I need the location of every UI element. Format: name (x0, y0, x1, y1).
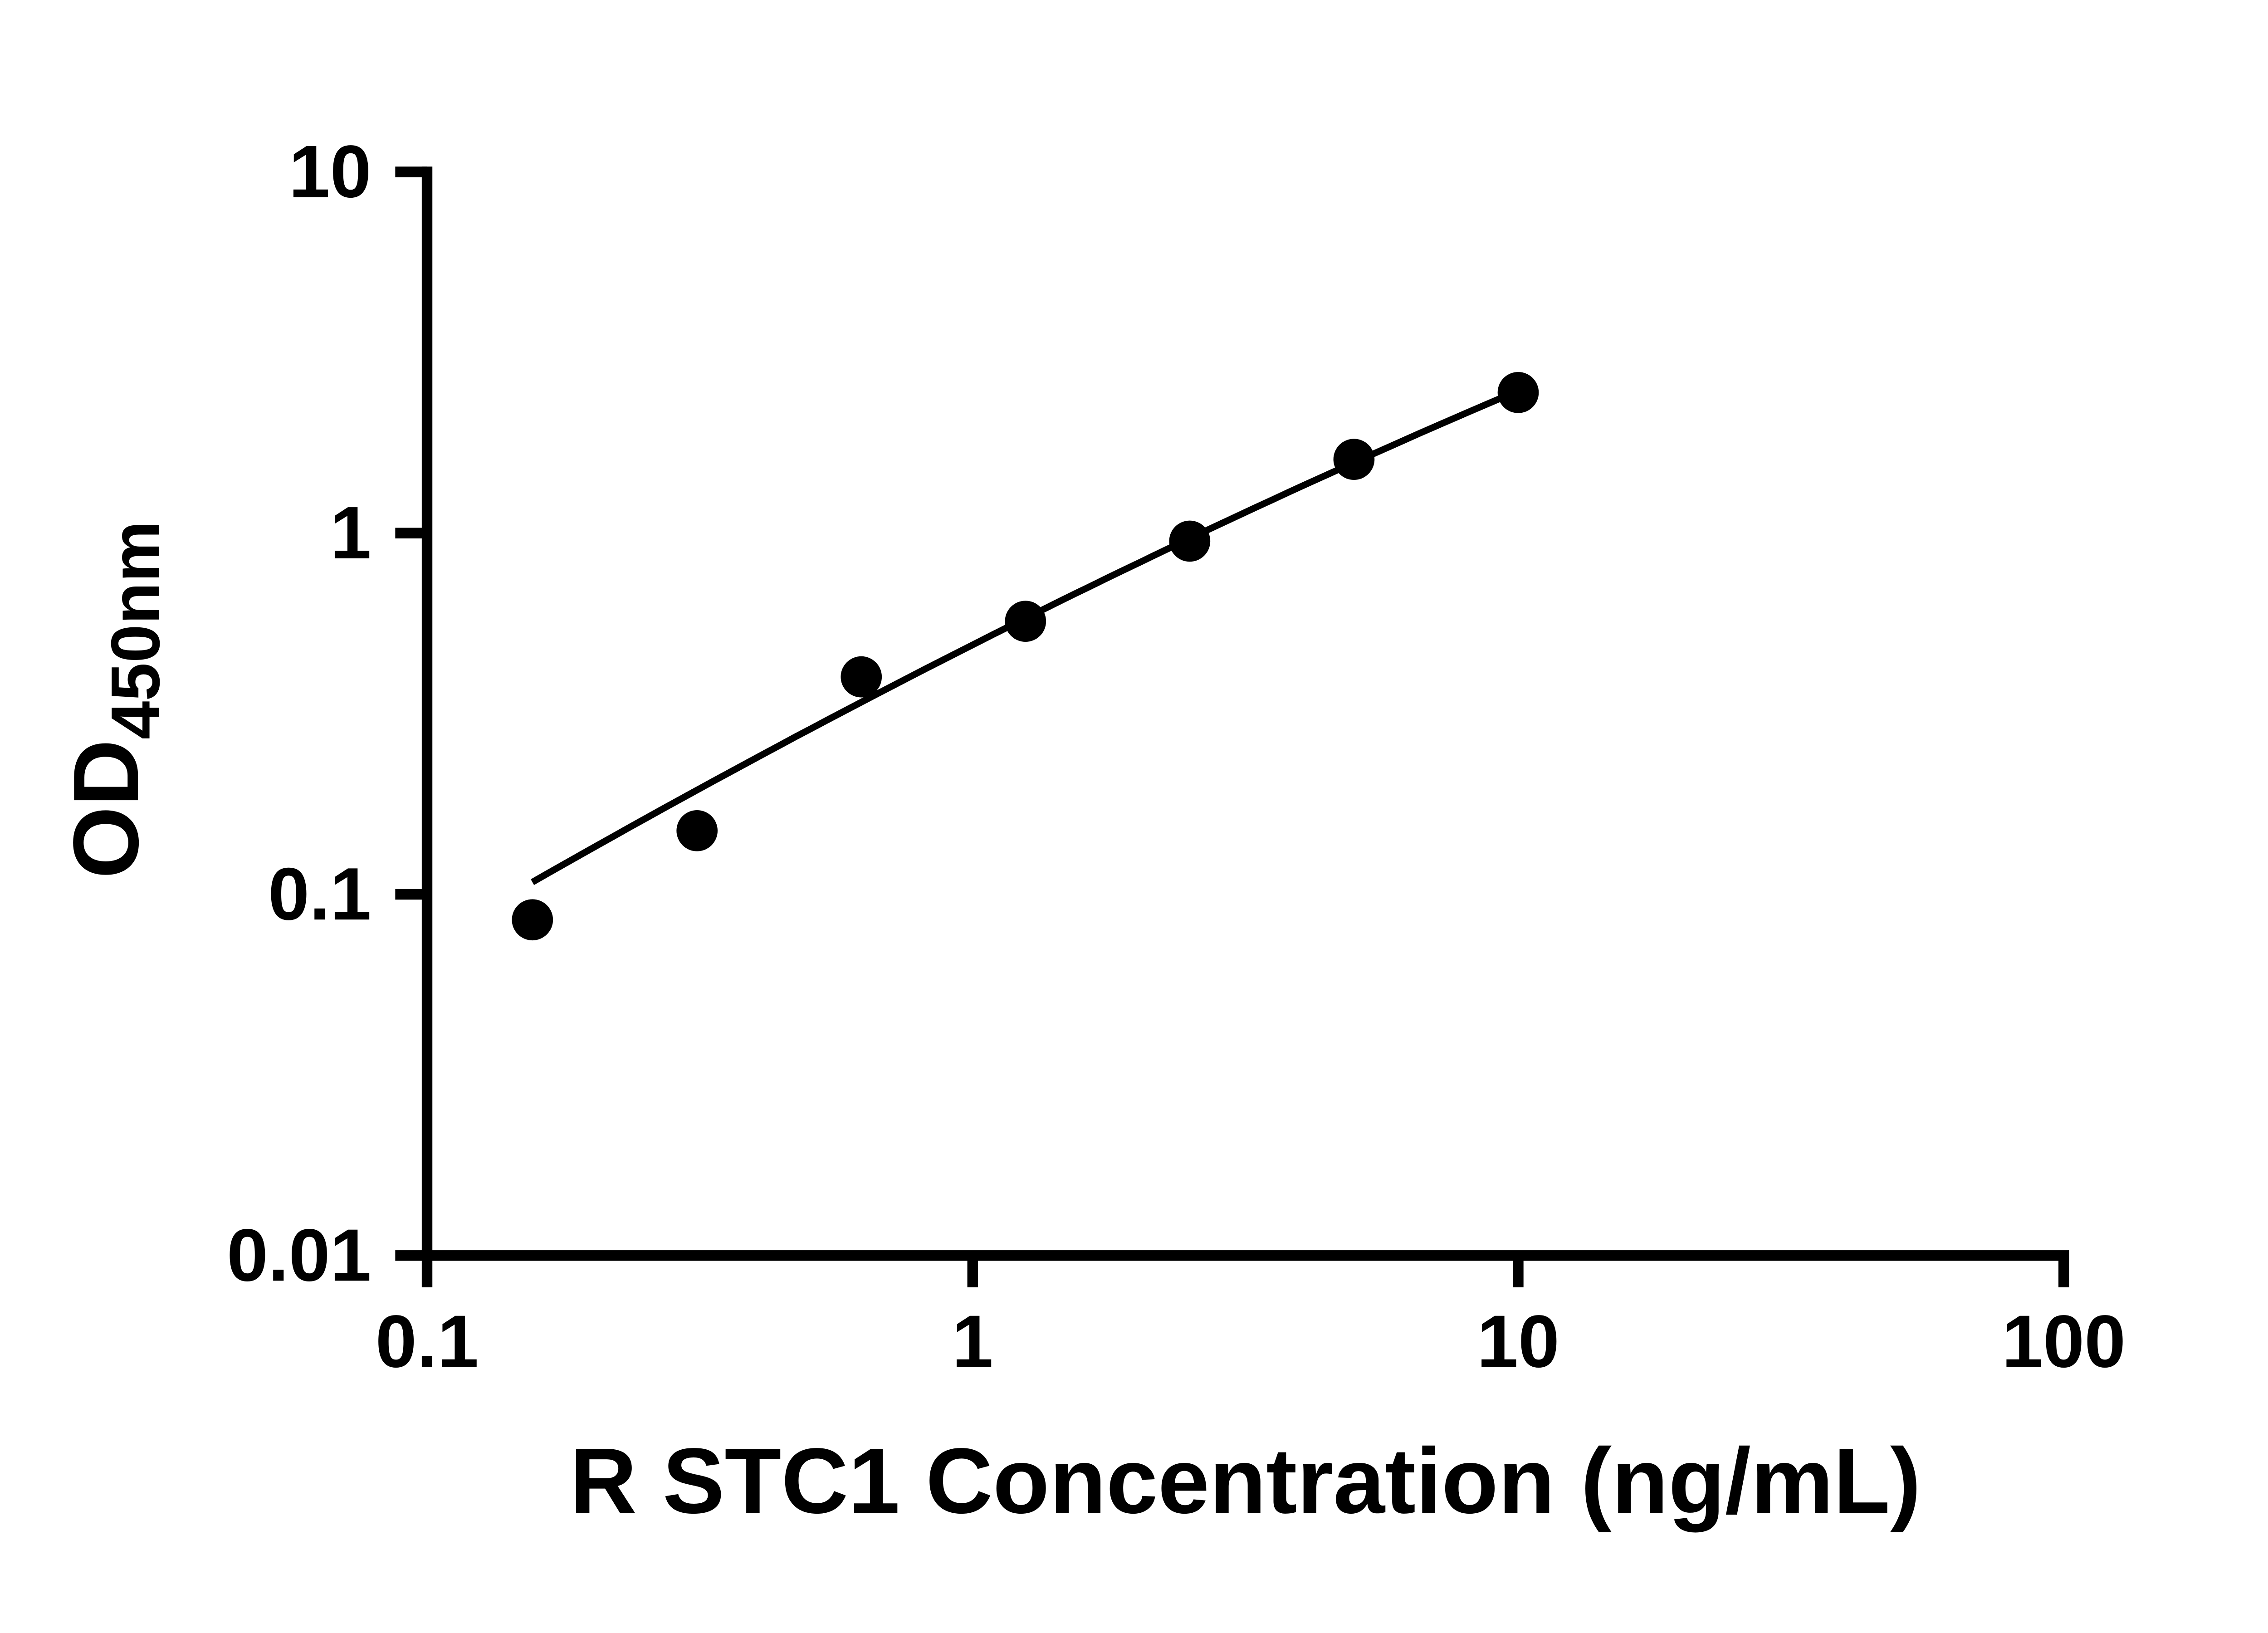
y-tick-label: 0.01 (227, 1213, 371, 1296)
data-point (1169, 520, 1211, 562)
data-point (1497, 372, 1539, 413)
data-point (1333, 439, 1375, 480)
x-axis-title: R STC1 Concentration (ng/mL) (570, 1429, 1921, 1533)
y-tick-label: 1 (330, 491, 371, 574)
data-point (512, 899, 553, 941)
y-axis-title: OD450nm (54, 521, 174, 879)
data-point (676, 810, 718, 851)
x-tick-label: 0.1 (376, 1300, 479, 1383)
data-point (841, 656, 882, 698)
x-tick-label: 10 (1477, 1300, 1559, 1383)
x-tick-label: 1 (952, 1300, 993, 1383)
y-tick-label: 10 (289, 130, 371, 213)
x-tick-label: 100 (2002, 1300, 2126, 1383)
y-tick-label: 0.1 (268, 852, 371, 935)
data-point (1005, 601, 1046, 642)
